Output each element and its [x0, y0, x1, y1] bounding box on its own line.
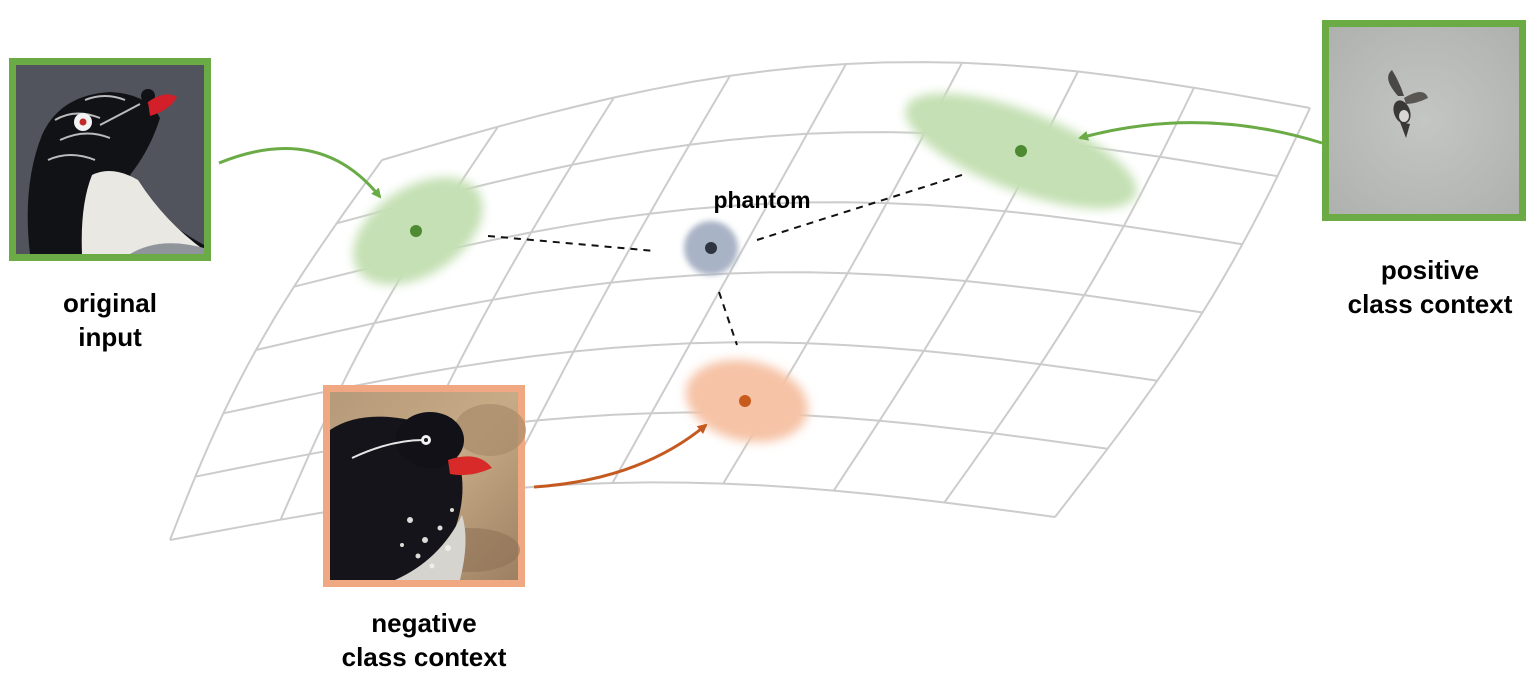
- positive-context-caption: positive class context: [1347, 255, 1513, 319]
- arrow-positive-to-region: [1078, 121, 1323, 145]
- positive-context-point: [1015, 145, 1027, 157]
- phantom-label: phantom: [713, 187, 810, 213]
- grid-row-line: [169, 481, 1056, 541]
- positive-context-image: [1322, 20, 1526, 221]
- grid-column-line: [169, 159, 383, 541]
- arrow-negative-to-region: [533, 423, 708, 489]
- grid-column-line: [943, 87, 1195, 504]
- negative-context-point: [739, 395, 751, 407]
- original-input-point: [410, 225, 422, 237]
- original-input-image: [9, 58, 211, 261]
- link-phantom-positive: [756, 173, 966, 241]
- link-phantom-negative: [718, 291, 738, 346]
- link-phantom-original: [487, 235, 656, 252]
- negative-context-caption: negative class context: [341, 608, 507, 672]
- phantom-links: [487, 173, 966, 346]
- grid-row-line: [381, 61, 1311, 161]
- arrow-original-to-region: [218, 147, 382, 199]
- grid-column-line: [1054, 107, 1311, 518]
- original-input-caption: original input: [63, 288, 157, 352]
- grid-column-line: [501, 75, 731, 490]
- phantom-point: [705, 242, 717, 254]
- grid-column-line: [611, 63, 847, 484]
- negative-context-image: [323, 385, 526, 587]
